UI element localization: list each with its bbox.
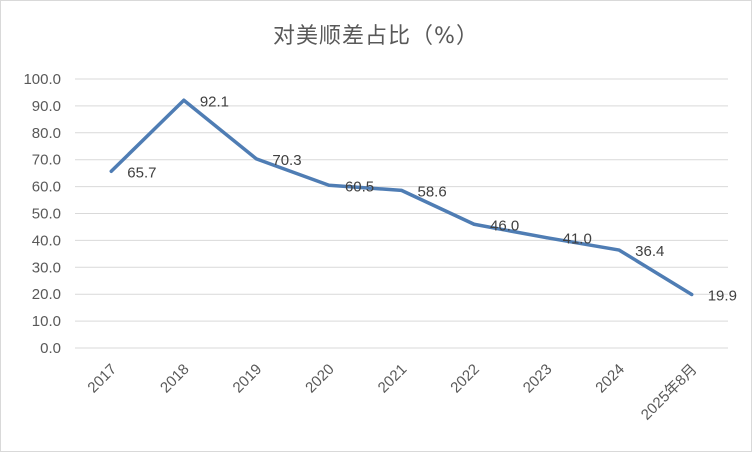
y-tick-label: 0.0 bbox=[40, 340, 61, 357]
y-tick-label: 100.0 bbox=[23, 71, 61, 88]
y-tick-label: 70.0 bbox=[32, 152, 61, 169]
x-tick-label: 2020 bbox=[302, 361, 338, 397]
y-axis-ticks: 0.0 10.0 20.0 30.0 40.0 50.0 60.0 70.0 80.0 90.0 1… bbox=[23, 71, 61, 357]
data-point bbox=[617, 248, 621, 252]
y-tick-label: 20.0 bbox=[32, 286, 61, 303]
data-labels: 65.7 92.1 70.3 60.5 58.6 46.0 41.0 36.4 19.9 bbox=[127, 93, 737, 304]
data-point bbox=[400, 188, 403, 192]
data-point bbox=[254, 157, 258, 161]
data-label: 92.1 bbox=[200, 93, 229, 110]
x-tick-label: 2017 bbox=[84, 361, 120, 397]
data-point bbox=[545, 236, 549, 240]
data-point bbox=[327, 183, 331, 187]
x-tick-label: 2021 bbox=[375, 361, 411, 397]
x-tick-label: 2023 bbox=[520, 361, 556, 397]
series-line bbox=[109, 98, 694, 297]
y-tick-label: 30.0 bbox=[32, 259, 61, 276]
data-label: 70.3 bbox=[272, 152, 301, 169]
x-tick-label: 2025年8月 bbox=[638, 361, 701, 424]
x-tick-label: 2019 bbox=[230, 361, 266, 397]
data-label: 36.4 bbox=[635, 243, 664, 260]
data-point bbox=[472, 222, 476, 226]
gridlines bbox=[75, 78, 728, 349]
x-axis-ticks: 2017 2018 2019 2020 2021 2022 2023 2024 2025年8月 bbox=[84, 361, 700, 424]
y-tick-label: 80.0 bbox=[32, 125, 61, 142]
y-tick-label: 40.0 bbox=[32, 232, 61, 249]
x-tick-label: 2024 bbox=[592, 361, 628, 397]
data-point bbox=[109, 169, 113, 173]
series-group bbox=[109, 98, 694, 297]
data-label: 41.0 bbox=[563, 231, 592, 248]
y-tick-label: 10.0 bbox=[32, 313, 61, 330]
x-tick-label: 2022 bbox=[447, 361, 483, 397]
data-label: 46.0 bbox=[490, 217, 519, 234]
y-tick-label: 60.0 bbox=[32, 179, 61, 196]
chart-title: 对美顺差占比（%） bbox=[273, 24, 479, 49]
y-tick-label: 90.0 bbox=[32, 98, 61, 115]
data-label: 65.7 bbox=[127, 164, 156, 181]
y-tick-label: 50.0 bbox=[32, 206, 61, 223]
data-label: 19.9 bbox=[708, 287, 737, 304]
data-label: 58.6 bbox=[418, 183, 447, 200]
data-point bbox=[690, 292, 694, 296]
data-point bbox=[182, 98, 186, 102]
data-label: 60.5 bbox=[345, 178, 374, 195]
x-tick-label: 2018 bbox=[157, 361, 193, 397]
